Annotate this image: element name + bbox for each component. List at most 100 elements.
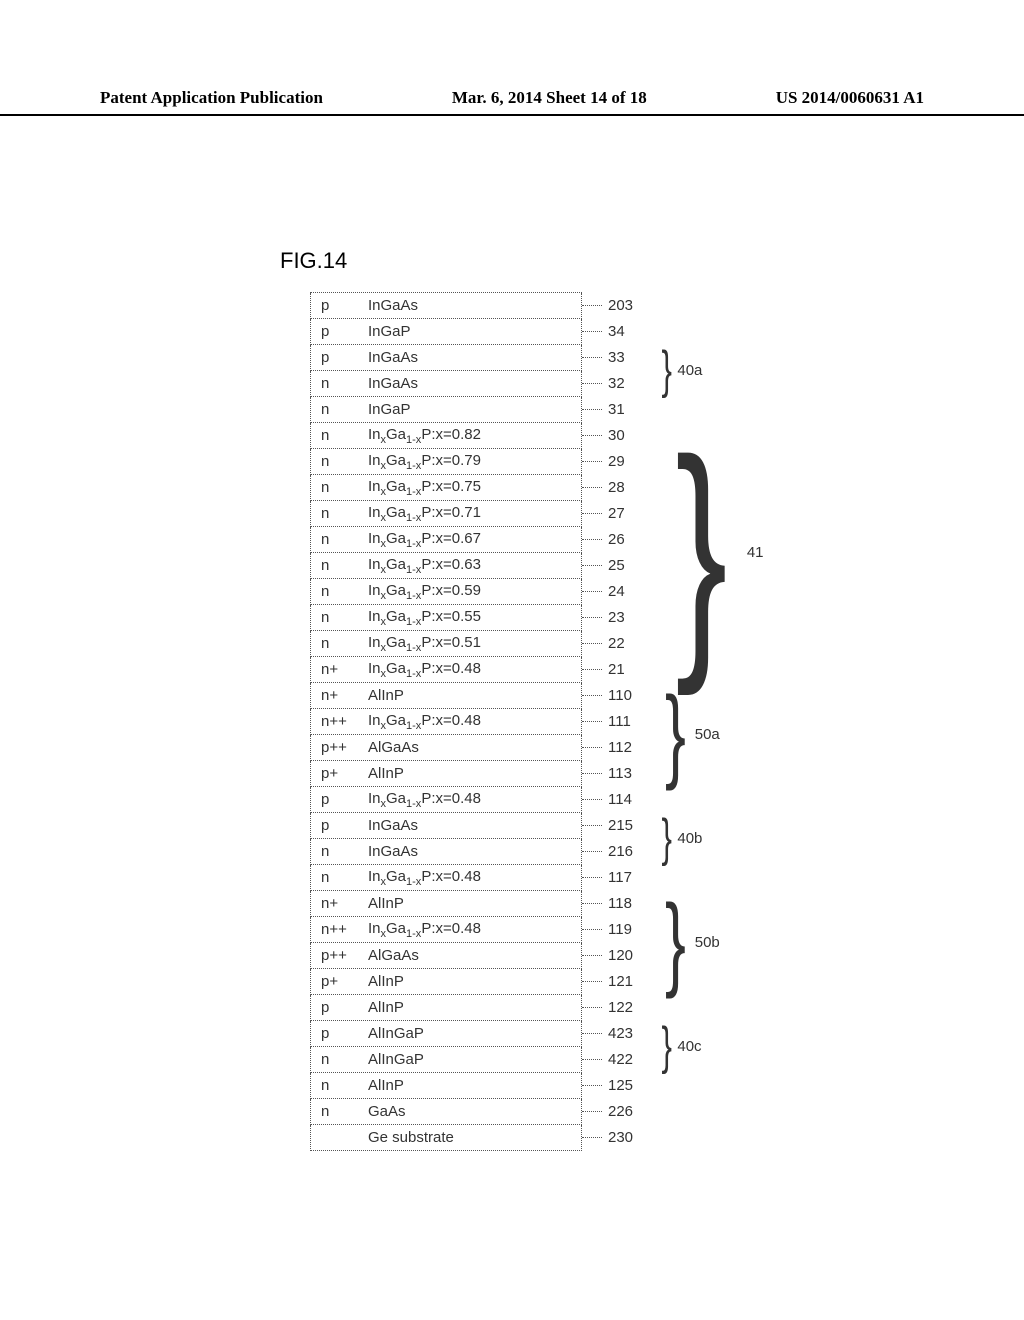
reference-numeral: 117 xyxy=(608,869,644,886)
reference-leader: 423 xyxy=(582,1020,644,1046)
reference-leader: 22 xyxy=(582,630,644,656)
dopant-cell: n xyxy=(311,1051,366,1068)
leader-tick xyxy=(582,591,602,592)
reference-leader: 27 xyxy=(582,500,644,526)
layer-row: nInxGa1-xP:x=0.51 xyxy=(310,631,582,657)
leader-tick xyxy=(582,461,602,462)
material-cell: AlInP xyxy=(366,687,581,704)
reference-numeral: 25 xyxy=(608,557,644,574)
dopant-cell: n xyxy=(311,479,366,496)
dopant-cell: p++ xyxy=(311,739,366,756)
reference-numeral: 31 xyxy=(608,401,644,418)
reference-numeral: 29 xyxy=(608,453,644,470)
layer-row: pInGaAs xyxy=(310,345,582,371)
dopant-cell: p+ xyxy=(311,765,366,782)
material-cell: InxGa1-xP:x=0.82 xyxy=(366,426,581,446)
leader-tick xyxy=(582,1033,602,1034)
reference-numeral: 34 xyxy=(608,323,644,340)
leader-tick xyxy=(582,487,602,488)
material-cell: InGaAs xyxy=(366,843,581,860)
layer-row: nAlInP xyxy=(310,1073,582,1099)
dopant-cell: n+ xyxy=(311,661,366,678)
leader-tick xyxy=(582,955,602,956)
leader-tick xyxy=(582,1007,602,1008)
reference-numeral: 111 xyxy=(608,713,644,730)
reference-numeral: 26 xyxy=(608,531,644,548)
layer-row: n+AlInP xyxy=(310,683,582,709)
material-cell: AlInGaP xyxy=(366,1025,581,1042)
reference-leader: 121 xyxy=(582,968,644,994)
layer-row: p+AlInP xyxy=(310,761,582,787)
header-left: Patent Application Publication xyxy=(100,88,323,108)
group-label: 50b xyxy=(695,934,720,951)
material-cell: InxGa1-xP:x=0.51 xyxy=(366,634,581,654)
layer-row: pAlInGaP xyxy=(310,1021,582,1047)
brace-icon: } xyxy=(675,422,727,682)
material-cell: InxGa1-xP:x=0.71 xyxy=(366,504,581,524)
reference-numeral: 122 xyxy=(608,999,644,1016)
dopant-cell: p xyxy=(311,349,366,366)
reference-numeral: 22 xyxy=(608,635,644,652)
reference-leader: 24 xyxy=(582,578,644,604)
reference-leader: 112 xyxy=(582,734,644,760)
reference-leader: 23 xyxy=(582,604,644,630)
layer-row: nInGaAs xyxy=(310,371,582,397)
leader-tick xyxy=(582,773,602,774)
material-cell: Ge substrate xyxy=(366,1129,581,1146)
leader-tick xyxy=(582,929,602,930)
material-cell: InGaAs xyxy=(366,349,581,366)
layer-row: pInGaAs xyxy=(310,813,582,839)
group-bracket: }40b xyxy=(658,812,702,864)
leader-tick xyxy=(582,357,602,358)
material-cell: InxGa1-xP:x=0.48 xyxy=(366,712,581,732)
layer-row: pInGaP xyxy=(310,319,582,345)
reference-leader: 117 xyxy=(582,864,644,890)
page-header: Patent Application Publication Mar. 6, 2… xyxy=(0,88,1024,116)
dopant-cell: n++ xyxy=(311,921,366,938)
dopant-cell: p xyxy=(311,1025,366,1042)
leader-tick xyxy=(582,1137,602,1138)
material-cell: AlInP xyxy=(366,895,581,912)
layer-row: n+InxGa1-xP:x=0.48 xyxy=(310,657,582,683)
reference-numeral: 121 xyxy=(608,973,644,990)
layer-row: nInxGa1-xP:x=0.71 xyxy=(310,501,582,527)
dopant-cell: n xyxy=(311,1077,366,1094)
layer-row: n+AlInP xyxy=(310,891,582,917)
dopant-cell: n xyxy=(311,453,366,470)
layer-row: nInxGa1-xP:x=0.79 xyxy=(310,449,582,475)
leader-tick xyxy=(582,747,602,748)
reference-numeral: 21 xyxy=(608,661,644,678)
reference-leader: 25 xyxy=(582,552,644,578)
reference-leader: 32 xyxy=(582,370,644,396)
group-label: 50a xyxy=(695,726,720,743)
layer-row: nInGaP xyxy=(310,397,582,423)
leader-tick xyxy=(582,669,602,670)
group-label: 40c xyxy=(677,1038,701,1055)
leader-tick xyxy=(582,1111,602,1112)
group-label: 41 xyxy=(747,544,764,561)
reference-leader: 119 xyxy=(582,916,644,942)
material-cell: InxGa1-xP:x=0.67 xyxy=(366,530,581,550)
reference-numeral: 120 xyxy=(608,947,644,964)
layer-row: nInxGa1-xP:x=0.63 xyxy=(310,553,582,579)
brace-icon: } xyxy=(661,344,671,396)
material-cell: AlInP xyxy=(366,999,581,1016)
brace-icon: } xyxy=(661,1020,671,1072)
material-cell: InGaP xyxy=(366,401,581,418)
dopant-cell: n+ xyxy=(311,687,366,704)
leader-tick xyxy=(582,825,602,826)
reference-numeral: 110 xyxy=(608,687,644,704)
reference-numeral: 230 xyxy=(608,1129,644,1146)
reference-leader: 422 xyxy=(582,1046,644,1072)
leader-tick xyxy=(582,565,602,566)
layer-row: nInxGa1-xP:x=0.67 xyxy=(310,527,582,553)
layer-row: nInxGa1-xP:x=0.75 xyxy=(310,475,582,501)
reference-leader: 216 xyxy=(582,838,644,864)
layer-row: n++InxGa1-xP:x=0.48 xyxy=(310,709,582,735)
leader-tick xyxy=(582,539,602,540)
material-cell: InxGa1-xP:x=0.55 xyxy=(366,608,581,628)
dopant-cell: n xyxy=(311,869,366,886)
reference-leader: 31 xyxy=(582,396,644,422)
material-cell: InxGa1-xP:x=0.48 xyxy=(366,660,581,680)
reference-leader: 111 xyxy=(582,708,644,734)
